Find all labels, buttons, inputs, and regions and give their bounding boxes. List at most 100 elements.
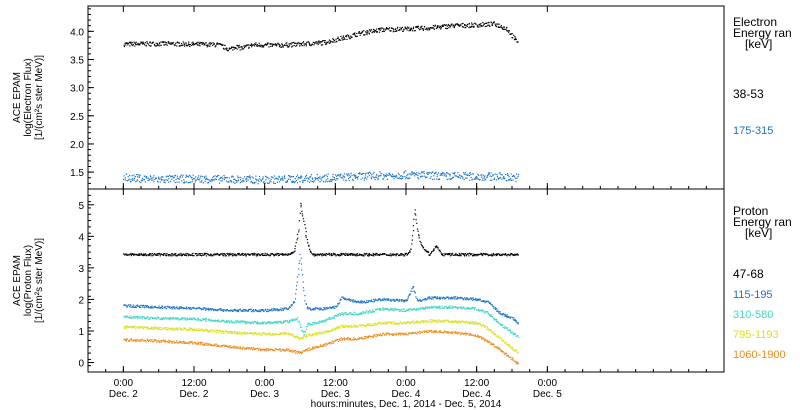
- electron-data-point: [364, 174, 367, 176]
- proton-data-point: [411, 239, 413, 241]
- proton-data-point: [343, 298, 345, 300]
- proton-data-point: [503, 340, 505, 342]
- proton-data-point: [301, 353, 303, 355]
- proton-data-point: [150, 339, 153, 341]
- proton-data-point: [451, 307, 453, 309]
- proton-data-point: [354, 313, 357, 315]
- proton-data-point: [357, 338, 359, 340]
- proton-data-point: [221, 319, 224, 321]
- proton-data-point: [383, 308, 385, 310]
- proton-data-point: [206, 342, 208, 344]
- proton-data-point: [245, 347, 248, 349]
- electron-data-point: [479, 26, 481, 28]
- proton-data-point: [421, 320, 424, 322]
- proton-data-point: [485, 310, 487, 313]
- electron-data-point: [465, 174, 467, 176]
- electron-data-point: [395, 176, 397, 178]
- proton-data-point: [426, 298, 428, 300]
- electron-data-point: [262, 45, 264, 47]
- proton-data-point: [222, 319, 224, 321]
- electron-data-point: [166, 42, 168, 44]
- proton-data-point: [234, 322, 236, 324]
- electron-data-point: [481, 179, 483, 181]
- proton-data-point: [395, 323, 397, 325]
- proton-data-point: [240, 309, 242, 311]
- electron-data-point: [322, 181, 325, 183]
- proton-data-point: [169, 340, 171, 342]
- proton-data-point: [233, 332, 235, 334]
- proton-data-point: [129, 316, 132, 319]
- proton-data-point: [404, 255, 406, 257]
- proton-data-point: [157, 328, 159, 330]
- proton-data-point: [261, 309, 263, 312]
- electron-data-point: [508, 178, 510, 181]
- electron-data-point: [237, 45, 239, 47]
- proton-data-point: [320, 308, 322, 311]
- electron-data-point: [151, 179, 153, 181]
- proton-data-point: [133, 253, 135, 255]
- proton-data-point: [376, 324, 378, 326]
- proton-data-point: [279, 321, 281, 323]
- electron-data-point: [190, 177, 192, 179]
- electron-data-point: [381, 173, 383, 175]
- proton-data-point: [267, 322, 269, 324]
- electron-data-point: [380, 27, 382, 29]
- proton-data-point: [187, 342, 189, 344]
- proton-data-point: [284, 307, 286, 309]
- electron-data-point: [514, 37, 516, 39]
- proton-data-point: [235, 320, 237, 322]
- proton-data-point: [247, 321, 250, 323]
- proton-data-point: [451, 296, 453, 299]
- proton-data-point: [221, 320, 223, 322]
- electron-data-point: [191, 44, 193, 46]
- proton-data-point: [271, 253, 273, 255]
- proton-data-point: [325, 345, 327, 347]
- proton-data-point: [323, 307, 325, 309]
- proton-data-point: [201, 252, 203, 255]
- proton-data-point: [364, 254, 367, 256]
- proton-data-point: [189, 328, 191, 330]
- electron-data-point: [475, 176, 477, 178]
- proton-data-point: [133, 315, 135, 317]
- proton-data-point: [480, 252, 482, 254]
- electron-data-point: [385, 175, 387, 177]
- proton-data-point: [439, 297, 441, 299]
- proton-data-point: [215, 254, 217, 256]
- electron-data-point: [343, 175, 345, 177]
- electron-data-point: [310, 180, 312, 182]
- proton-data-point: [404, 252, 406, 255]
- proton-data-point: [163, 253, 165, 255]
- proton-data-point: [452, 321, 454, 323]
- electron-data-point: [433, 28, 435, 30]
- electron-data-point: [429, 172, 431, 174]
- proton-data-point: [255, 255, 257, 257]
- proton-data-point: [324, 254, 326, 256]
- proton-data-point: [242, 320, 244, 322]
- proton-data-point: [139, 305, 141, 307]
- proton-data-point: [497, 309, 499, 311]
- proton-data-point: [491, 255, 493, 257]
- proton-data-point: [176, 327, 178, 329]
- proton-data-point: [458, 321, 461, 323]
- electron-data-point: [342, 39, 344, 41]
- proton-data-point: [295, 351, 297, 353]
- proton-data-point: [517, 352, 519, 354]
- proton-data-point: [294, 350, 296, 352]
- electron-data-point: [414, 172, 416, 174]
- proton-data-point: [479, 310, 481, 312]
- proton-data-point: [125, 327, 127, 329]
- proton-data-point: [135, 339, 137, 341]
- proton-data-point: [389, 321, 391, 323]
- proton-data-point: [223, 310, 225, 312]
- electron-data-point: [454, 173, 456, 175]
- electron-data-point: [511, 175, 514, 177]
- electron-data-point: [236, 181, 238, 183]
- proton-data-point: [357, 337, 359, 339]
- proton-data-point: [131, 338, 133, 340]
- electron-data-point: [201, 180, 203, 182]
- electron-data-point: [371, 29, 373, 31]
- electron-data-point: [168, 41, 170, 43]
- proton-data-point: [291, 334, 293, 336]
- proton-data-point: [167, 329, 169, 331]
- proton-data-point: [266, 321, 268, 323]
